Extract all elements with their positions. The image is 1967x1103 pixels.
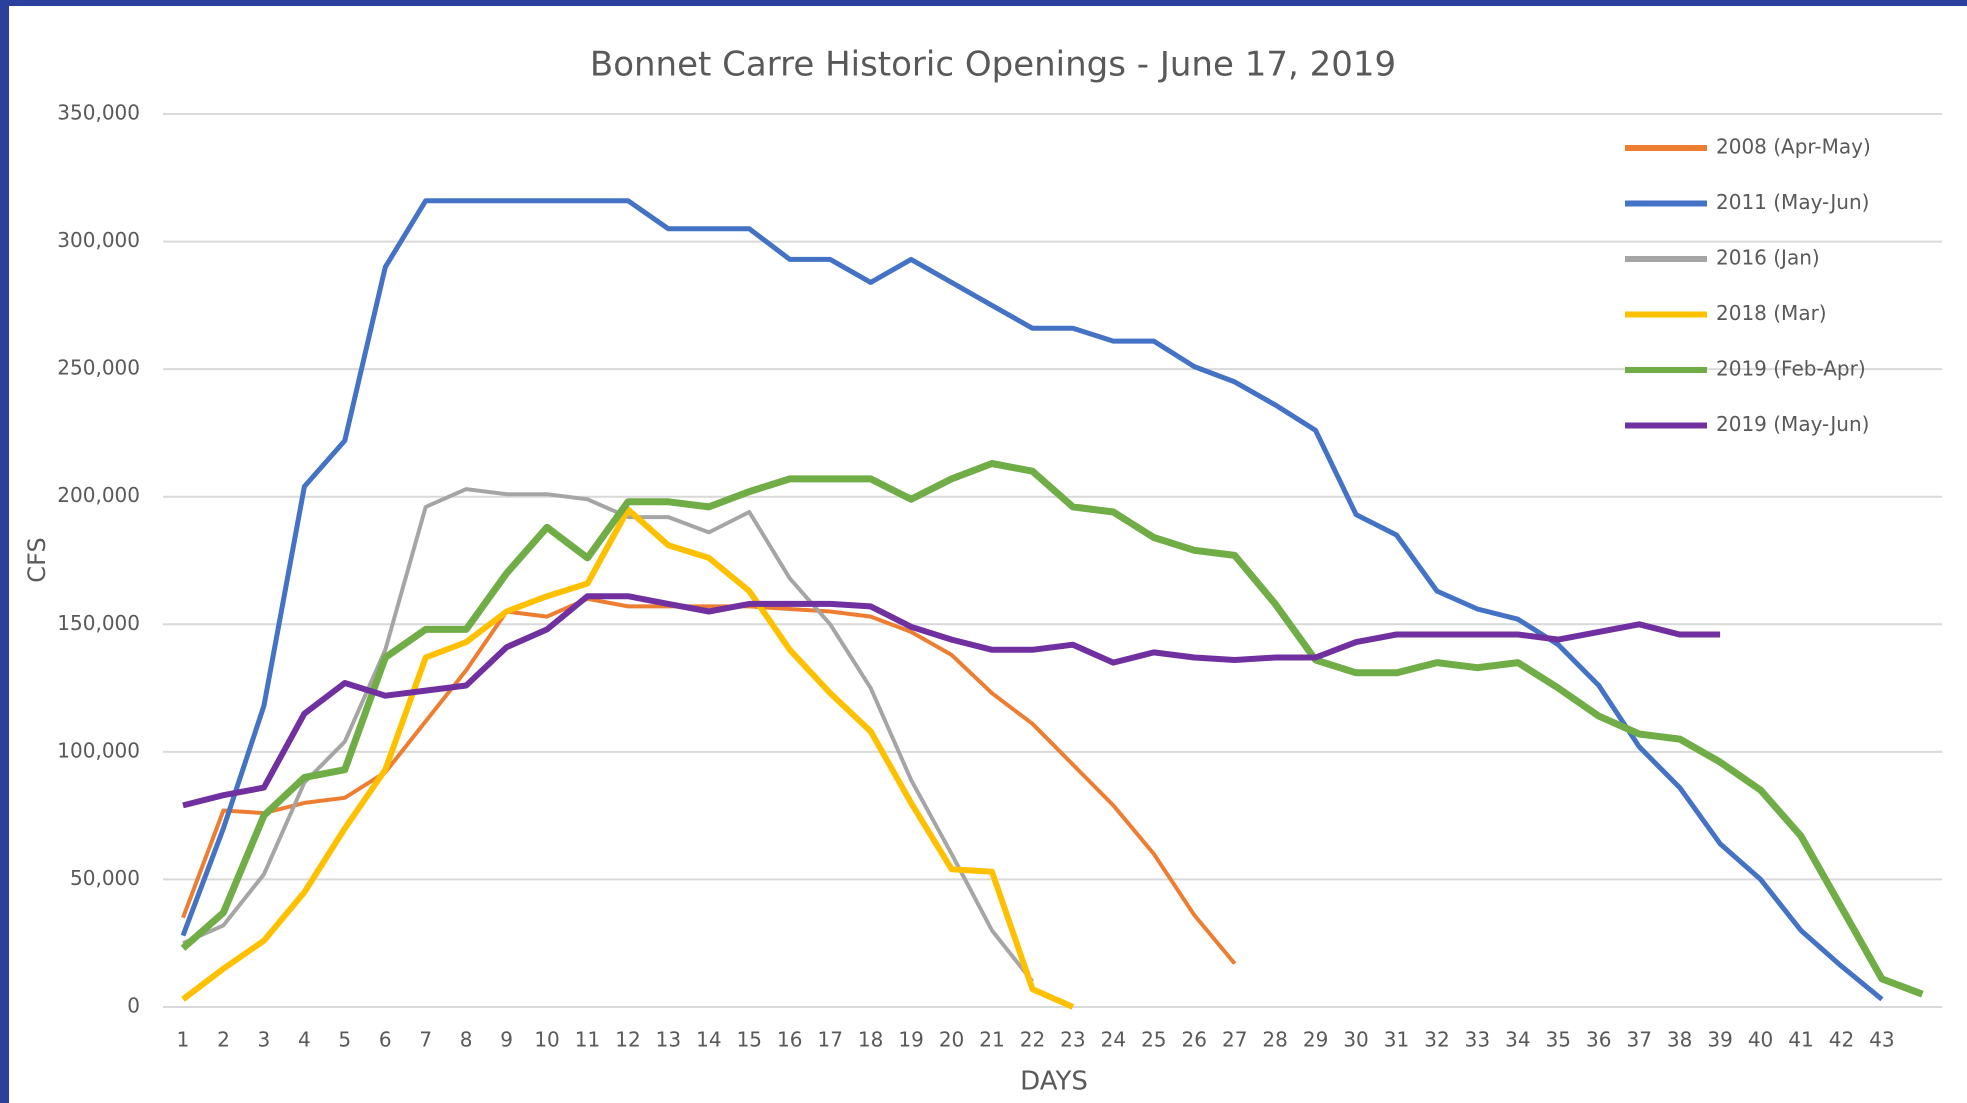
data-line	[180, 198, 1884, 1002]
x-tick-label: 35	[1546, 1028, 1571, 1052]
x-tick-label: 1	[177, 1028, 190, 1052]
x-tick-label: 9	[500, 1028, 513, 1052]
x-tick-label: 12	[615, 1028, 640, 1052]
x-tick-label: 6	[379, 1028, 392, 1052]
x-tick-label: 17	[817, 1028, 842, 1052]
legend-label: 2019 (Feb-Apr)	[1716, 357, 1866, 381]
x-tick-label: 11	[575, 1028, 600, 1052]
y-axis-label: CFS	[23, 537, 51, 582]
x-tick-label: 25	[1141, 1028, 1166, 1052]
x-tick-label: 32	[1424, 1028, 1449, 1052]
x-tick-label: 29	[1303, 1028, 1328, 1052]
x-tick-label: 31	[1384, 1028, 1409, 1052]
data-line	[182, 593, 1721, 809]
x-tick-label: 33	[1465, 1028, 1490, 1052]
x-tick-label: 13	[656, 1028, 681, 1052]
x-tick-label: 21	[979, 1028, 1004, 1052]
data-line	[182, 487, 1035, 983]
chart-background	[9, 6, 1967, 1103]
x-tick-label: 7	[419, 1028, 432, 1052]
x-tick-label: 40	[1748, 1028, 1773, 1052]
data-line	[180, 460, 1924, 998]
x-tick-label: 42	[1829, 1028, 1854, 1052]
y-tick-label: 150,000	[57, 611, 140, 635]
y-tick-label: 200,000	[57, 483, 140, 507]
y-tick-label: 0	[127, 994, 140, 1018]
y-tick-label: 50,000	[70, 866, 140, 890]
legend-label: 2018 (Mar)	[1716, 301, 1827, 325]
x-tick-label: 36	[1586, 1028, 1611, 1052]
x-tick-label: 2	[217, 1028, 230, 1052]
data-line	[181, 596, 1237, 965]
x-tick-label: 38	[1667, 1028, 1692, 1052]
x-tick-label: 5	[338, 1028, 351, 1052]
x-tick-label: 14	[696, 1028, 721, 1052]
x-tick-label: 22	[1020, 1028, 1045, 1052]
x-tick-label: 20	[939, 1028, 964, 1052]
y-tick-label: 350,000	[57, 101, 140, 125]
chart-title: Bonnet Carre Historic Openings - June 17…	[590, 45, 1396, 85]
x-tick-label: 19	[898, 1028, 923, 1052]
legend-label: 2016 (Jan)	[1716, 246, 1820, 270]
x-tick-label: 24	[1101, 1028, 1126, 1052]
legend-label: 2008 (Apr-May)	[1716, 135, 1871, 159]
x-tick-label: 43	[1869, 1028, 1894, 1052]
legend-label: 2019 (May-Jun)	[1716, 412, 1869, 436]
y-tick-label: 250,000	[57, 356, 140, 380]
x-tick-label: 16	[777, 1028, 802, 1052]
y-tick-label: 300,000	[57, 228, 140, 252]
x-tick-label: 18	[858, 1028, 883, 1052]
x-tick-label: 27	[1222, 1028, 1247, 1052]
x-tick-label: 23	[1060, 1028, 1085, 1052]
x-tick-label: 8	[460, 1028, 473, 1052]
x-tick-label: 15	[737, 1028, 762, 1052]
data-line	[181, 506, 1075, 1010]
x-tick-label: 26	[1182, 1028, 1207, 1052]
x-tick-label: 4	[298, 1028, 311, 1052]
x-tick-label: 10	[534, 1028, 559, 1052]
x-tick-label: 41	[1788, 1028, 1813, 1052]
x-tick-label: 3	[258, 1028, 271, 1052]
x-tick-label: 37	[1626, 1028, 1651, 1052]
x-tick-label: 28	[1262, 1028, 1287, 1052]
x-tick-label: 34	[1505, 1028, 1530, 1052]
y-tick-label: 100,000	[57, 738, 140, 762]
x-tick-label: 39	[1707, 1028, 1732, 1052]
legend-label: 2011 (May-Jun)	[1716, 190, 1869, 214]
x-tick-label: 30	[1343, 1028, 1368, 1052]
x-axis-label: DAYS	[1020, 1067, 1088, 1097]
